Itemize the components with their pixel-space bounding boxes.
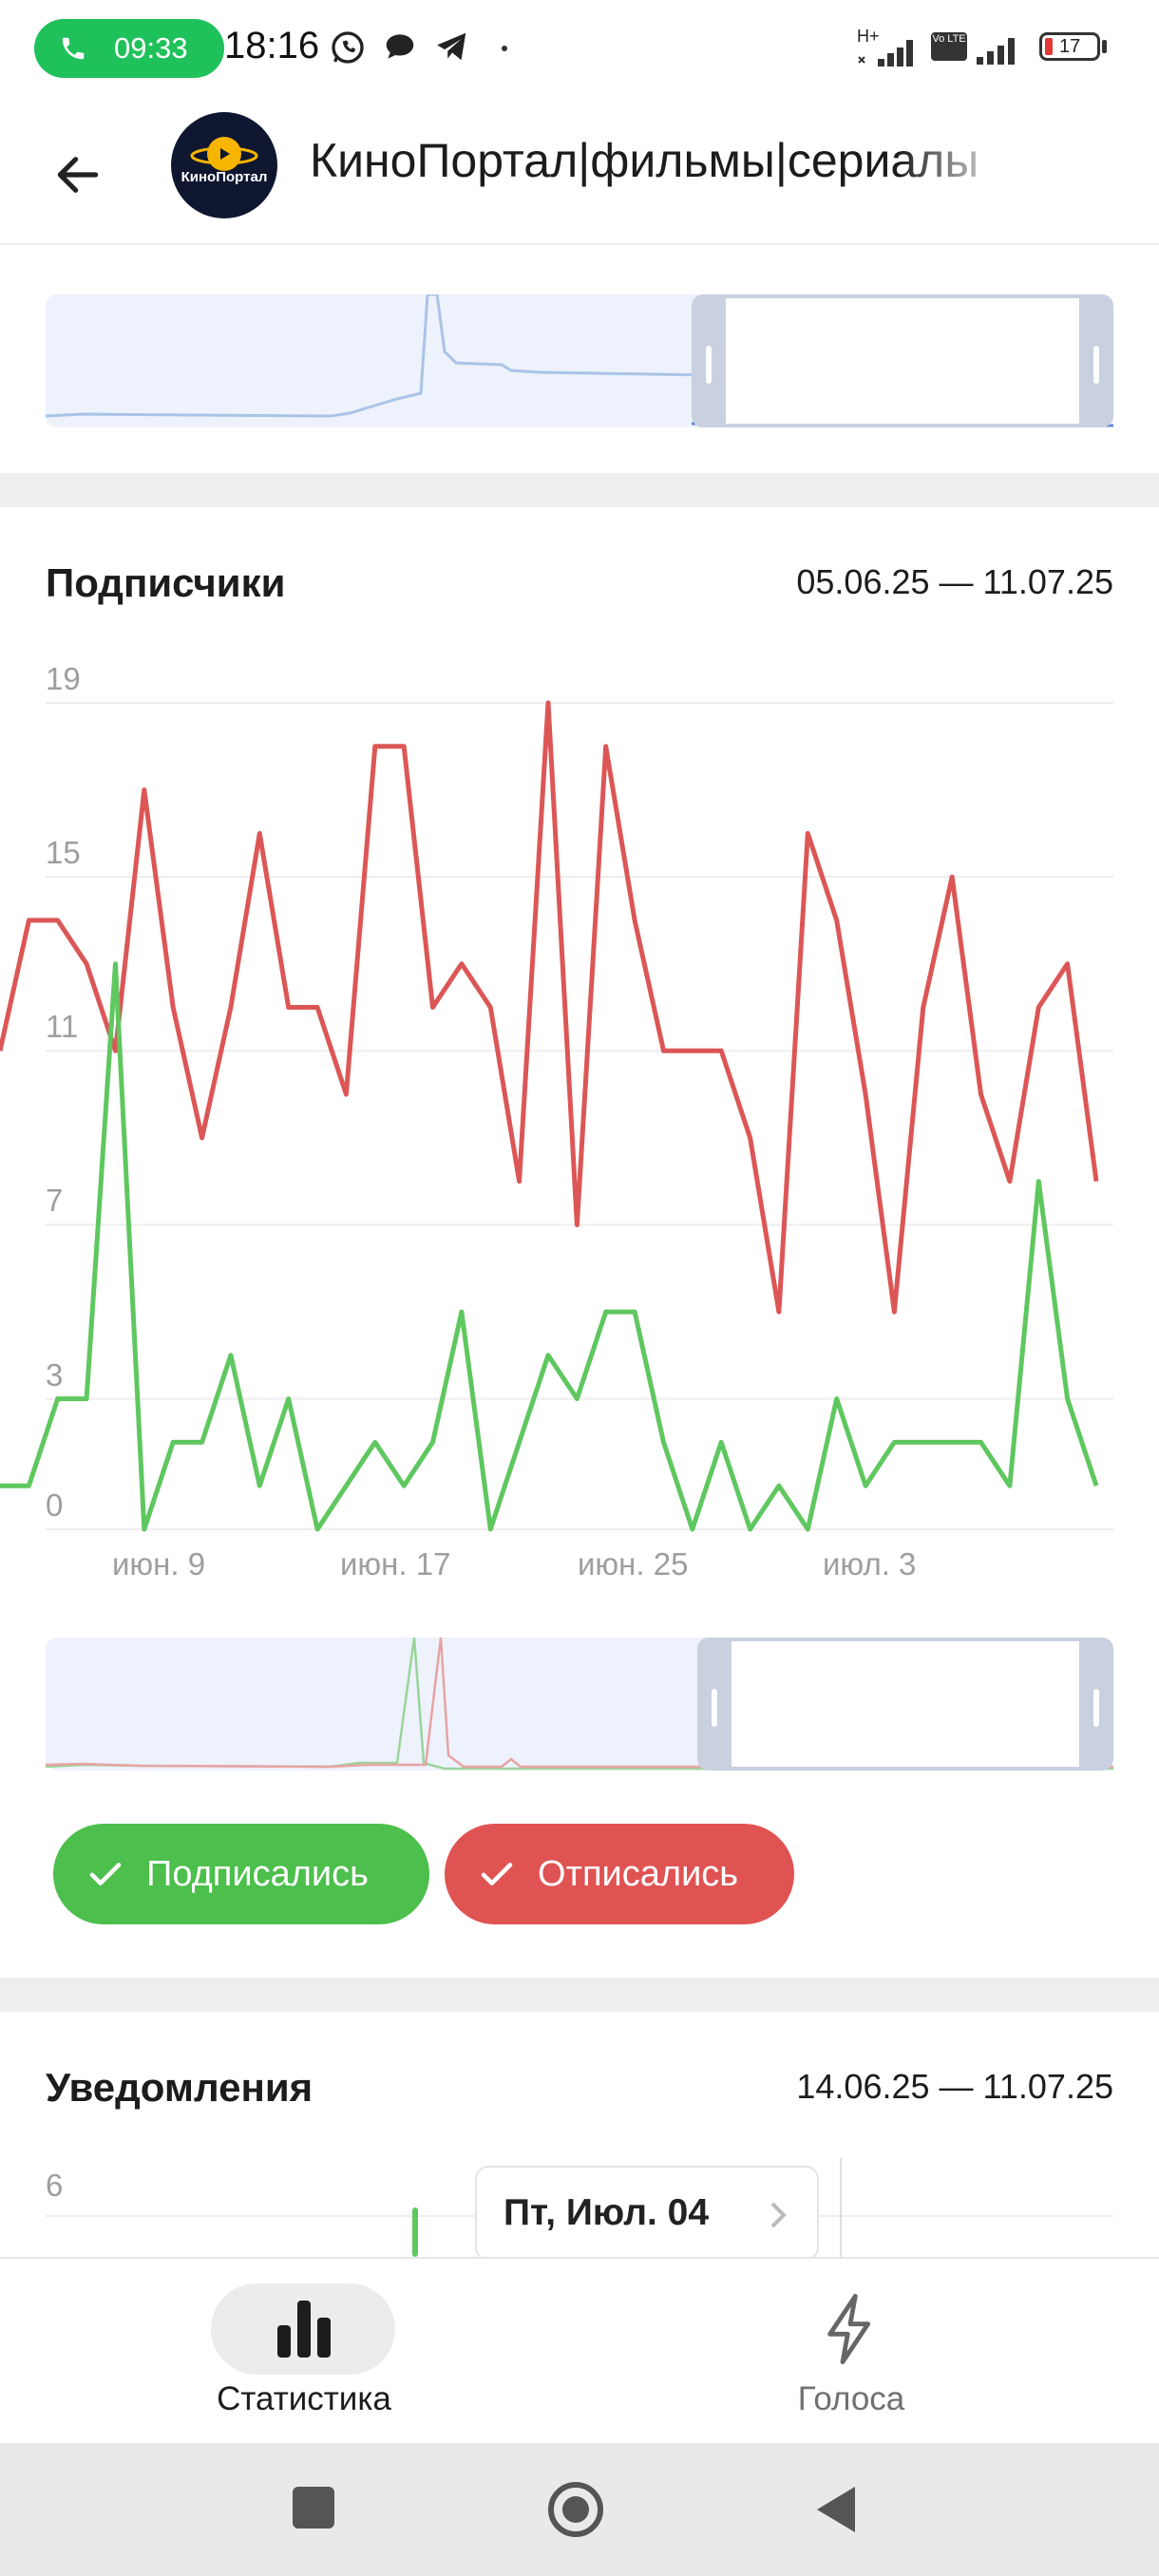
section-divider bbox=[0, 473, 1159, 507]
status-bar: 09:33 18:16 H+ Vo LTE 17 bbox=[0, 0, 1159, 95]
planet-logo-icon bbox=[190, 137, 258, 171]
phone-icon bbox=[62, 37, 85, 60]
network-type: H+ bbox=[857, 27, 880, 46]
arrow-left-icon bbox=[57, 157, 99, 193]
legend-chip-label: Подписались bbox=[146, 1853, 369, 1894]
checkmark-icon bbox=[481, 1863, 513, 1885]
subscribers-range-navigator[interactable] bbox=[46, 1638, 1113, 1771]
subscribers-chart-svg bbox=[0, 700, 1113, 1532]
section-divider bbox=[0, 1978, 1159, 2012]
notifications-y-tick: 6 bbox=[46, 2168, 64, 2203]
y-tick-label: 7 bbox=[46, 1183, 64, 1219]
y-tick-label: 0 bbox=[46, 1487, 64, 1523]
avatar-text: КиноПортал bbox=[180, 169, 268, 185]
home-button[interactable] bbox=[545, 2479, 606, 2540]
notifications-date-range[interactable]: 14.06.25 — 11.07.25 bbox=[796, 2067, 1113, 2106]
navigator-left-handle[interactable] bbox=[712, 1689, 717, 1727]
nav-label-votes: Голоса bbox=[797, 2380, 905, 2417]
chart-series-group bbox=[0, 700, 1099, 1532]
y-tick-label: 11 bbox=[46, 1009, 79, 1045]
signal-strength-icon-2 bbox=[977, 38, 1015, 65]
battery-level: 17 bbox=[1059, 36, 1081, 57]
subscribers-card-title: Подписчики bbox=[46, 560, 286, 605]
channel-avatar[interactable]: КиноПортал bbox=[171, 112, 277, 218]
whatsapp-icon bbox=[332, 31, 364, 64]
chat-bubble-icon bbox=[386, 34, 414, 59]
chevron-right-icon bbox=[770, 2202, 787, 2228]
checkmark-icon bbox=[89, 1863, 122, 1885]
notifications-card-title: Уведомления bbox=[46, 2065, 314, 2110]
channel-title: КиноПортал|фильмы|сериалы bbox=[310, 133, 1013, 188]
battery-fill bbox=[1045, 38, 1053, 55]
x-tick-label: июн. 17 bbox=[340, 1546, 451, 1582]
navigator-preview-lines bbox=[46, 1638, 1113, 1771]
navigator-window[interactable] bbox=[692, 294, 1113, 427]
legend-chip-subscribed[interactable]: Подписались bbox=[53, 1824, 429, 1924]
call-timer: 09:33 bbox=[114, 31, 188, 65]
subscribers-date-range[interactable]: 05.06.25 — 11.07.25 bbox=[796, 562, 1113, 601]
navigator-right-handle[interactable] bbox=[1093, 346, 1099, 384]
x-tick-label: июн. 25 bbox=[578, 1546, 689, 1582]
notifications-line-peak bbox=[412, 2207, 418, 2257]
lightning-icon bbox=[827, 2293, 871, 2365]
top-range-navigator[interactable] bbox=[46, 294, 1113, 427]
battery-icon: 17 bbox=[1039, 32, 1100, 61]
tooltip-date: Пт, Июл. 04 bbox=[504, 2192, 710, 2233]
series-line-unsubscribed bbox=[0, 700, 1099, 1315]
tooltip-crosshair bbox=[840, 2158, 842, 2257]
nav-item-votes[interactable]: Голоса bbox=[661, 2259, 1041, 2443]
signal-strength-icon-1 bbox=[858, 40, 913, 66]
y-tick-label: 3 bbox=[46, 1356, 64, 1392]
date-tooltip[interactable]: Пт, Июл. 04 bbox=[475, 2166, 819, 2261]
bottom-navigation: Статистика Голоса bbox=[0, 2257, 1159, 2443]
bar-chart-icon bbox=[277, 2301, 331, 2358]
legend-chip-unsubscribed[interactable]: Отписались bbox=[445, 1824, 794, 1924]
navigator-left-handle[interactable] bbox=[706, 346, 712, 384]
battery-tip bbox=[1102, 40, 1107, 53]
volte-badge: Vo LTE bbox=[931, 32, 967, 61]
navigator-right-handle[interactable] bbox=[1093, 1689, 1099, 1727]
legend-chip-label: Отписались bbox=[538, 1853, 739, 1894]
y-tick-label: 19 bbox=[46, 661, 81, 696]
series-line-subscribed bbox=[0, 961, 1099, 1532]
x-tick-label: июн. 9 bbox=[112, 1546, 206, 1582]
subscribers-chart[interactable] bbox=[0, 646, 1159, 1539]
nav-label-statistics: Статистика bbox=[217, 2380, 391, 2417]
x-tick-label: июл. 3 bbox=[823, 1546, 917, 1582]
recent-apps-button[interactable] bbox=[293, 2487, 334, 2529]
y-tick-label: 15 bbox=[46, 835, 81, 871]
clock: 18:16 bbox=[224, 25, 320, 66]
navigator-window[interactable] bbox=[697, 1638, 1113, 1771]
back-button[interactable] bbox=[38, 135, 118, 215]
system-navigation-bar bbox=[0, 2443, 1159, 2576]
back-nav-button[interactable] bbox=[813, 2483, 859, 2536]
call-indicator[interactable]: 09:33 bbox=[34, 19, 224, 78]
telegram-icon bbox=[437, 32, 466, 61]
nav-item-statistics[interactable]: Статистика bbox=[116, 2259, 496, 2443]
app-bar: КиноПортал КиноПортал|фильмы|сериалы bbox=[0, 95, 1159, 245]
more-notifications-dot bbox=[502, 46, 507, 51]
